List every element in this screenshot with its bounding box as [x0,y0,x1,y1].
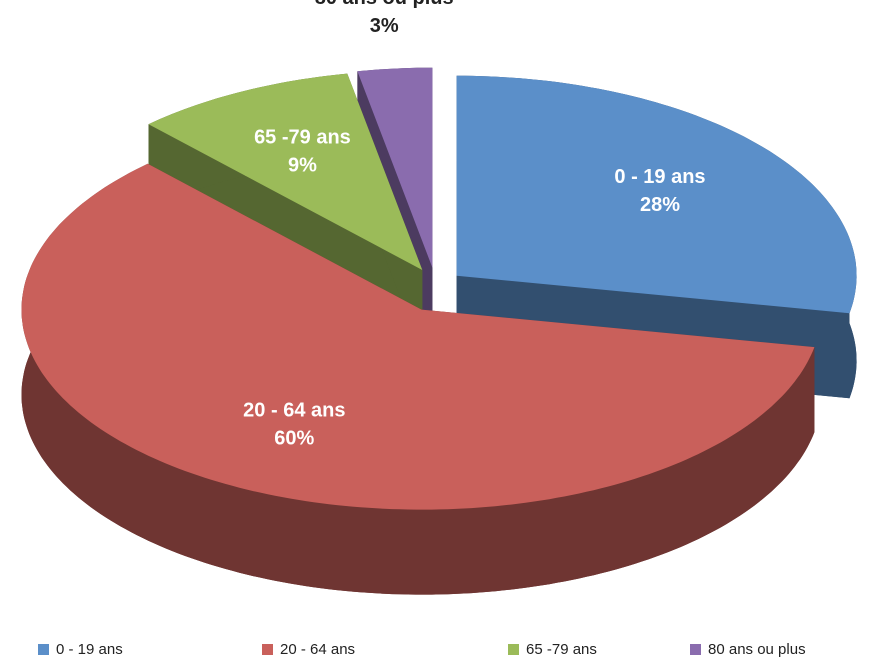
legend-swatch [690,644,701,655]
slice-value-label: 9% [288,155,317,177]
slice [357,67,433,268]
slice [21,163,815,510]
slice [148,73,423,270]
slice-label: 65 -79 ans [254,127,351,149]
slice-label: 0 - 19 ans [614,166,705,188]
slice-value-label: 28% [640,194,680,216]
slice-side [21,163,815,595]
slice [456,75,857,314]
legend-label: 65 -79 ans [526,641,597,658]
legend-label: 20 - 64 ans [280,641,355,658]
legend-swatch [262,644,273,655]
slice-value-label: 60% [274,428,314,450]
legend-swatch [38,644,49,655]
slice-value-label: 3% [370,15,399,37]
legend-swatch [508,644,519,655]
slice-label: 80 ans ou plus [315,0,454,9]
slice-label: 20 - 64 ans [243,400,345,422]
legend-label: 80 ans ou plus [708,641,806,658]
legend-label: 0 - 19 ans [56,641,123,658]
